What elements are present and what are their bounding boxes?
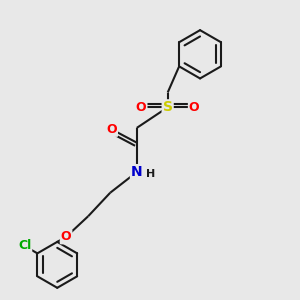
Text: N: N [131, 165, 142, 179]
Text: O: O [189, 101, 200, 114]
Text: Cl: Cl [18, 239, 31, 253]
Text: O: O [136, 101, 146, 114]
Text: O: O [106, 123, 117, 136]
Text: S: S [163, 100, 173, 114]
Text: O: O [61, 230, 71, 243]
Text: H: H [146, 169, 155, 179]
